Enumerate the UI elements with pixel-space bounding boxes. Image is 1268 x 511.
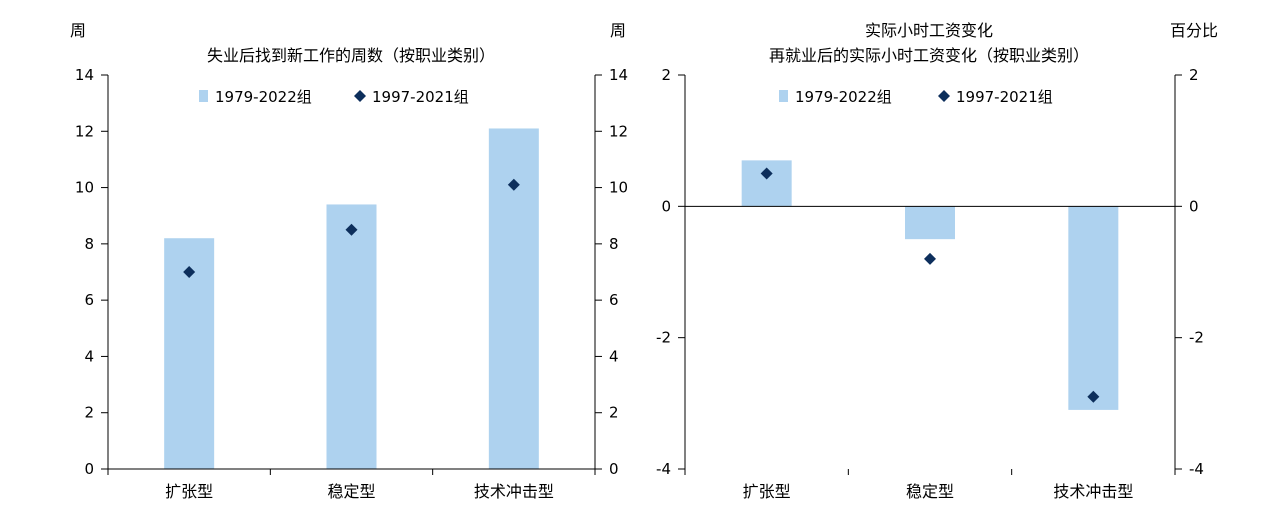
diamond-1997-2021组-稳定型 [345,223,358,236]
y-tick-label-right: 2 [1189,66,1199,84]
y-tick-label-right: 8 [609,235,619,253]
chart-left-unit-right: 周 [610,21,626,40]
chart-right-title-line1: 实际小时工资变化 [865,21,993,40]
bar-1979-2022组-稳定型 [905,206,955,240]
y-tick-label-left: 8 [84,235,94,253]
legend-label-bar: 1979-2022组 [215,88,312,106]
x-category-label: 技术冲击型 [474,482,554,501]
bar-1979-2022组-扩张型 [741,160,792,207]
y-tick-label-left: 4 [84,347,94,365]
diamond-1997-2021组-扩张型 [760,167,773,180]
y-tick-label-left: 6 [84,291,94,309]
y-tick-label-left: 2 [84,404,94,422]
y-tick-label-right: 14 [609,66,628,84]
y-tick-label-right: 12 [609,122,628,140]
legend-label-bar: 1979-2022组 [795,88,892,106]
y-tick-label-left: 14 [75,66,94,84]
chart-right-title-line2: 再就业后的实际小时工资变化（按职业类别） [769,46,1089,65]
x-category-label: 扩张型 [743,482,791,501]
y-tick-label-left: -2 [656,329,671,347]
y-tick-label-left: 10 [75,179,94,197]
y-tick-label-left: 0 [84,460,94,478]
legend-swatch-diamond [938,90,950,102]
y-tick-label-right: 6 [609,291,619,309]
legend-label-diamond: 1997-2021组 [956,88,1053,106]
y-tick-label-right: 0 [1189,197,1199,215]
chart-left: 周 周 失业后找到新工作的周数（按职业类别） 0 0 2 2 4 4 6 6 8 8 10 10 12 1… [70,21,628,501]
x-category-label: 扩张型 [165,482,213,501]
y-tick-label-right: 10 [609,179,628,197]
bar-1979-2022组-技术冲击型 [1068,206,1119,410]
chart-right: 实际小时工资变化 再就业后的实际小时工资变化（按职业类别） 百分比 -4 -4 -2… [656,21,1218,501]
legend-swatch-bar [779,90,788,102]
x-category-label: 稳定型 [906,482,954,501]
y-tick-label-right: -2 [1189,329,1204,347]
legend-swatch-bar [199,90,208,102]
y-tick-label-left: 2 [661,66,671,84]
y-tick-label-left: -4 [656,460,671,478]
chart-right-unit-right: 百分比 [1170,21,1218,40]
legend-label-diamond: 1997-2021组 [372,88,469,106]
y-tick-label-right: 0 [609,460,619,478]
bar-1979-2022组-稳定型 [326,204,377,469]
y-tick-label-left: 12 [75,122,94,140]
diamond-1997-2021组-技术冲击型 [507,178,520,191]
y-tick-label-right: 4 [609,347,619,365]
diamond-1997-2021组-扩张型 [183,266,196,278]
legend-swatch-diamond [354,90,366,102]
chart-left-unit-left: 周 [70,21,86,40]
y-tick-label-right: -4 [1189,460,1204,478]
x-category-label: 技术冲击型 [1053,482,1133,501]
x-category-label: 稳定型 [327,482,375,501]
y-tick-label-left: 0 [661,197,671,215]
diamond-1997-2021组-技术冲击型 [1087,390,1100,403]
chart-left-title: 失业后找到新工作的周数（按职业类别） [207,46,495,65]
y-tick-label-right: 2 [609,404,619,422]
diamond-1997-2021组-稳定型 [924,252,936,265]
